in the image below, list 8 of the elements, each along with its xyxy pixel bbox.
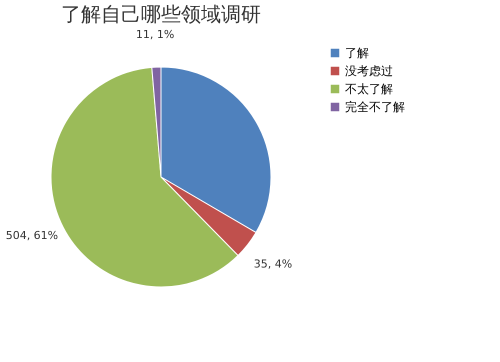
data-label: 11, 1% — [136, 28, 174, 42]
legend-label: 了解 — [345, 46, 369, 60]
legend-label: 不太了解 — [345, 82, 393, 96]
legend-label: 完全不了解 — [345, 100, 405, 114]
legend-label: 没考虑过 — [345, 64, 393, 78]
chart-title: 了解自己哪些领域调研 — [61, 2, 261, 26]
data-label: 504, 61% — [6, 229, 58, 242]
data-label: 35, 4% — [254, 257, 292, 270]
